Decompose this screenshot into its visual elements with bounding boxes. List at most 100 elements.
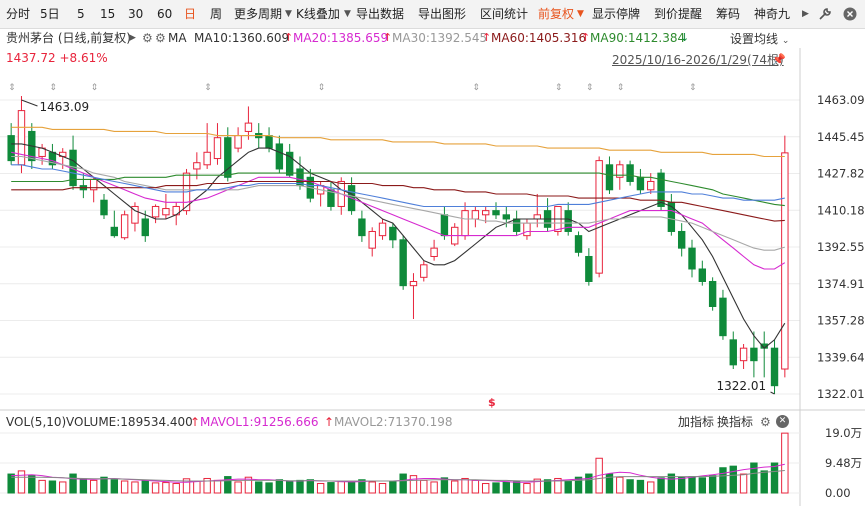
candle-body <box>358 218 366 237</box>
candle-body <box>481 210 490 216</box>
settings-icon[interactable]: ⚙ <box>760 415 771 429</box>
candle-body <box>574 235 583 253</box>
candle-body <box>409 280 418 287</box>
candle-body <box>430 247 438 257</box>
settings-icon[interactable]: ⚙ <box>155 31 166 45</box>
volume-bar <box>316 483 325 494</box>
candle-body <box>461 210 469 237</box>
volume-bar <box>781 432 789 494</box>
up-arrow-icon: ↑ <box>190 415 201 429</box>
period-30min[interactable]: 30 <box>128 7 144 21</box>
candle-body <box>750 347 758 362</box>
candle-body <box>378 222 387 237</box>
candle-body <box>7 135 15 162</box>
event-marker-icon: ⇕ <box>472 83 480 93</box>
candle-body <box>141 218 149 237</box>
candle-body <box>739 347 748 362</box>
candle-body <box>523 222 531 237</box>
volume-bar <box>409 475 418 494</box>
date-range[interactable]: 2025/10/16-2026/1/29(74根) <box>612 53 784 67</box>
volume-bar <box>451 480 459 494</box>
kline-overlay-menu[interactable]: K线叠加 <box>296 7 340 21</box>
show-suspension-button[interactable]: 显示停牌 <box>592 7 641 21</box>
switch-indicator-button[interactable]: 换指标 <box>717 415 754 429</box>
volume-bar <box>120 480 129 494</box>
ma-indicator-label: MA <box>168 31 187 45</box>
candle-body <box>471 210 480 220</box>
forward-adjust-menu[interactable]: 前复权 <box>538 7 575 21</box>
gear-icon[interactable]: ⚙ <box>142 31 153 45</box>
volume-bar <box>17 470 26 494</box>
period-timeline[interactable]: 分时 <box>6 7 31 21</box>
volume-bar <box>564 480 572 494</box>
candle-body <box>719 297 727 337</box>
chip-distribution-button[interactable]: 筹码 <box>716 7 741 21</box>
ma-line-ma90 <box>11 172 785 207</box>
export-data-button[interactable]: 导出数据 <box>356 7 405 21</box>
period-60min[interactable]: 60 <box>157 7 173 21</box>
candle-body <box>244 122 253 132</box>
price-tick-label: 1463.09 <box>817 93 865 107</box>
volume-bar <box>616 476 624 494</box>
candle-body <box>698 268 707 282</box>
chevron-right-icon[interactable]: ▶ <box>129 33 136 43</box>
volume-bar <box>430 481 438 494</box>
more-periods-menu[interactable]: 更多周期 <box>234 7 283 21</box>
chevron-right-icon[interactable]: ▶ <box>802 9 809 19</box>
volume-bar <box>554 477 562 494</box>
candle-body <box>399 239 407 287</box>
volume-bar <box>399 473 407 494</box>
price-tick-label: 1322.01 <box>817 387 865 401</box>
ma-settings-button[interactable]: 设置均线 ⌄ <box>730 30 789 47</box>
volume-bar <box>141 479 149 494</box>
candle-body <box>213 137 222 160</box>
chevron-down-icon: ▼ <box>344 9 351 19</box>
ma-settings-label: 设置均线 <box>730 32 779 46</box>
price-alert-button[interactable]: 到价提醒 <box>654 7 703 21</box>
volume-bar <box>760 470 768 494</box>
close-icon[interactable]: ✕ <box>776 415 789 428</box>
event-marker-icon: ⇕ <box>8 83 16 93</box>
candle-body <box>595 160 603 274</box>
volume-bar <box>708 475 717 494</box>
magic-nine-button[interactable]: 神奇九 <box>754 7 791 21</box>
volume-bar <box>471 479 480 494</box>
ma-line-ma20 <box>11 151 786 270</box>
stock-name: 贵州茅台 (日线,前复权) <box>6 31 131 45</box>
volume-bar <box>131 481 139 494</box>
volume-bar <box>224 476 232 494</box>
candle-body <box>564 210 572 232</box>
period-daily[interactable]: 日 <box>184 7 197 21</box>
event-marker-icon: ⇕ <box>617 83 625 93</box>
range-stats-button[interactable]: 区间统计 <box>480 7 529 21</box>
up-arrow-icon: ↑ <box>324 415 335 429</box>
volume-bar <box>69 473 77 494</box>
volume-bar <box>440 477 449 494</box>
volume-bar <box>719 467 727 494</box>
volume-bar <box>79 478 88 494</box>
period-15min[interactable]: 15 <box>100 7 116 21</box>
volume-bar <box>59 481 67 494</box>
event-marker-icon: ⇕ <box>204 83 212 93</box>
add-indicator-button[interactable]: 加指标 <box>678 415 715 429</box>
ma-info-bar: 贵州茅台 (日线,前复权) ▶ ⚙ ⚙ MA MA10:1360.609 ↑ M… <box>0 28 800 48</box>
period-5min[interactable]: 5 <box>77 7 85 21</box>
candle-body <box>420 264 428 278</box>
ma-line-ma30 <box>11 155 785 251</box>
up-arrow-icon: ↑ <box>482 31 492 44</box>
pin-icon[interactable]: 📌 <box>772 53 786 66</box>
candle-body <box>657 172 665 207</box>
volume-bar <box>657 477 665 494</box>
volume-bar <box>48 480 57 494</box>
period-5day[interactable]: 5日 <box>40 7 60 21</box>
volume-bar <box>739 473 748 494</box>
export-image-button[interactable]: 导出图形 <box>418 7 467 21</box>
wrench-icon[interactable] <box>818 7 832 21</box>
volume-bar <box>265 482 273 494</box>
candle-body <box>224 137 232 178</box>
vol-ma-line-mavol2 <box>11 470 785 482</box>
mavol2-value: MAVOL2:71370.198 <box>334 415 453 429</box>
close-icon[interactable] <box>843 7 857 21</box>
period-weekly[interactable]: 周 <box>210 7 223 21</box>
candle-body <box>440 214 449 237</box>
